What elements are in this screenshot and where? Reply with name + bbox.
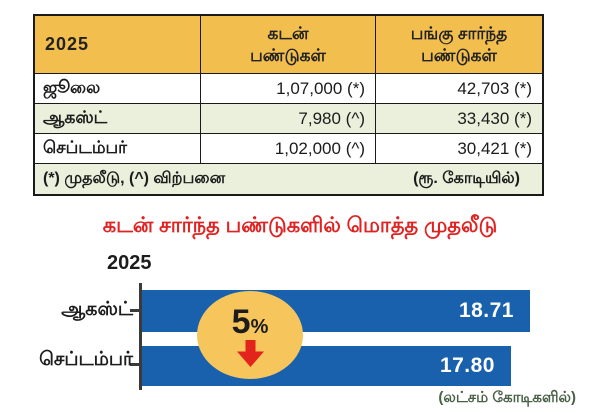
axis-tick: [130, 363, 140, 366]
table-row-august-debt: 7,980 (^): [201, 104, 376, 134]
table-row-september-month: செப்டம்பர்: [35, 134, 201, 164]
percent-number: 5: [231, 303, 251, 341]
down-arrow-icon: [236, 340, 265, 367]
table-footnote: (*) முதலீடு, (^) விற்பனை (ரூ. கோடியில்): [35, 164, 542, 194]
table-row-july-debt: 1,07,000 (*): [201, 74, 376, 104]
bar-september: 17.80: [142, 346, 511, 386]
header-debt-line1: கடன்: [267, 24, 309, 44]
table-row-july-equity: 42,703 (*): [376, 74, 542, 104]
table-header-year: 2025: [35, 16, 201, 74]
bar-value-september: 17.80: [439, 354, 495, 377]
table-row-september-debt: 1,02,000 (^): [201, 134, 376, 164]
table-header-equity-funds: பங்கு சார்ந்த பண்டுகள்: [376, 16, 542, 74]
bar-label-august: ஆகஸ்ட்: [61, 299, 133, 320]
table-row-september-equity: 30,421 (*): [376, 134, 542, 164]
table-row-august-equity: 33,430 (*): [376, 104, 542, 134]
y-axis-line: [139, 283, 142, 390]
footnote-legend: (*) முதலீடு, (^) விற்பனை: [43, 170, 226, 187]
table-row-august-month: ஆகஸ்ட்: [35, 104, 201, 134]
table-header-debt-funds: கடன் பண்டுகள்: [201, 16, 376, 74]
percent-symbol: %: [250, 316, 269, 338]
header-debt-line2: பண்டுகள்: [250, 45, 326, 65]
fund-table: 2025 கடன் பண்டுகள் பங்கு சார்ந்த பண்டுகள…: [33, 14, 544, 196]
chart-unit-caption: (லட்சம் கோடிகளில்): [438, 389, 576, 406]
chart-title: கடன் சார்ந்த பண்டுகளில் மொத்த முதலீடு: [102, 214, 498, 237]
header-equity-line1: பங்கு சார்ந்த: [410, 24, 508, 44]
percent-change-badge: 5%: [197, 291, 303, 379]
percent-change-value: 5%: [232, 305, 269, 339]
table-row-july-month: ஜூலை: [35, 74, 201, 104]
bar-label-september: செப்டம்பர்: [39, 349, 133, 370]
footnote-unit: (ரூ. கோடியில்): [413, 170, 520, 187]
bar-value-august: 18.71: [458, 299, 514, 322]
chart-year-label: 2025: [107, 252, 152, 274]
axis-tick: [130, 309, 140, 312]
header-equity-line2: பண்டுகள்: [421, 45, 497, 65]
